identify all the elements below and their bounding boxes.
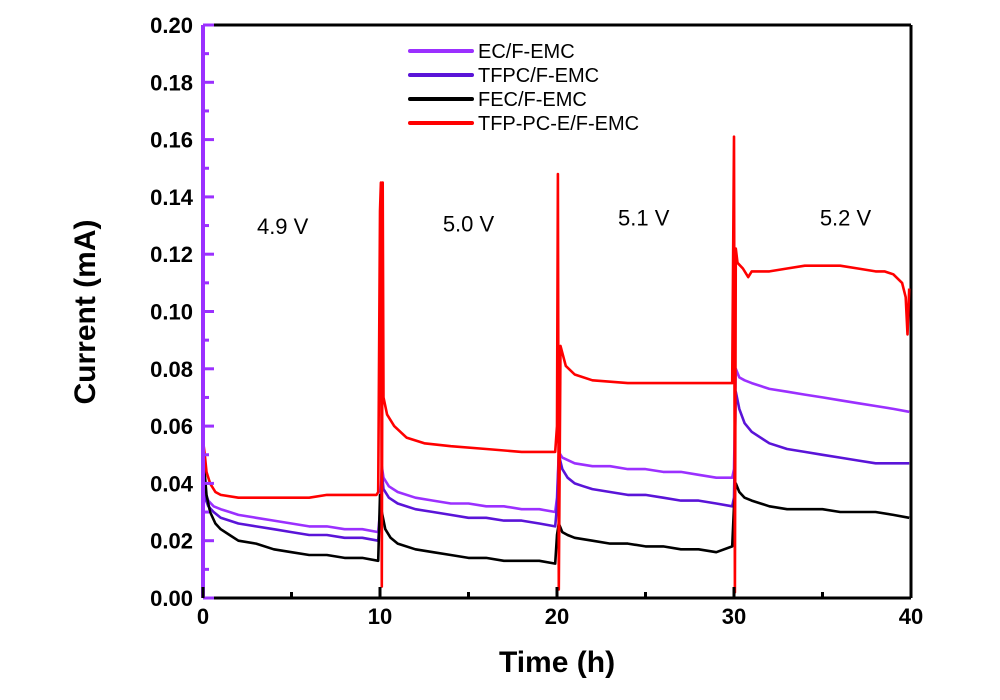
x-tick-label: 10 [368,604,392,629]
voltage-label: 5.0 V [443,211,495,236]
legend-label-1: TFPC/F-EMC [478,65,599,87]
y-tick-label: 0.00 [150,586,193,611]
x-tick-label: 40 [899,604,923,629]
x-tick-labels: 0 10 20 30 40 [197,604,923,629]
y-tick-label: 0.18 [150,70,193,95]
x-axis-title: Time (h) [499,646,615,679]
y-tick-label: 0.12 [150,242,193,267]
legend-label-3: TFP-PC-E/F-EMC [478,113,639,135]
y-tick-label: 0.10 [150,300,193,325]
y-tick-label: 0.02 [150,529,193,554]
voltage-label: 5.2 V [820,206,872,231]
series-line-3 [201,135,911,594]
voltage-label: 5.1 V [618,206,670,231]
x-tick-label: 20 [545,604,569,629]
annotations: 4.9 V 5.0 V 5.1 V 5.2 V [257,206,872,240]
plot-frame [203,23,913,598]
legend-label-2: FEC/F-EMC [478,89,587,111]
y-tick-label: 0.14 [150,185,194,210]
y-tick-label: 0.04 [150,471,194,496]
voltage-label: 4.9 V [257,214,309,239]
y-tick-label: 0.08 [150,357,193,382]
y-tick-labels: 0.00 0.02 0.04 0.06 0.08 0.10 0.12 0.14 0.16 0.18… [150,13,194,611]
y-tick-label: 0.06 [150,414,193,439]
y-axis-title: Current (mA) [69,220,102,405]
legend-label-0: EC/F-EMC [478,41,575,63]
axes-layer [201,23,913,600]
x-tick-label: 30 [722,604,746,629]
x-tick-label: 0 [197,604,209,629]
series-layer [201,135,911,594]
legend: EC/F-EMCTFPC/F-EMCFEC/F-EMCTFP-PC-E/F-EM… [408,41,639,135]
series-line-2 [202,463,910,565]
y-tick-label: 0.20 [150,13,193,38]
y-tick-label: 0.16 [150,128,193,153]
